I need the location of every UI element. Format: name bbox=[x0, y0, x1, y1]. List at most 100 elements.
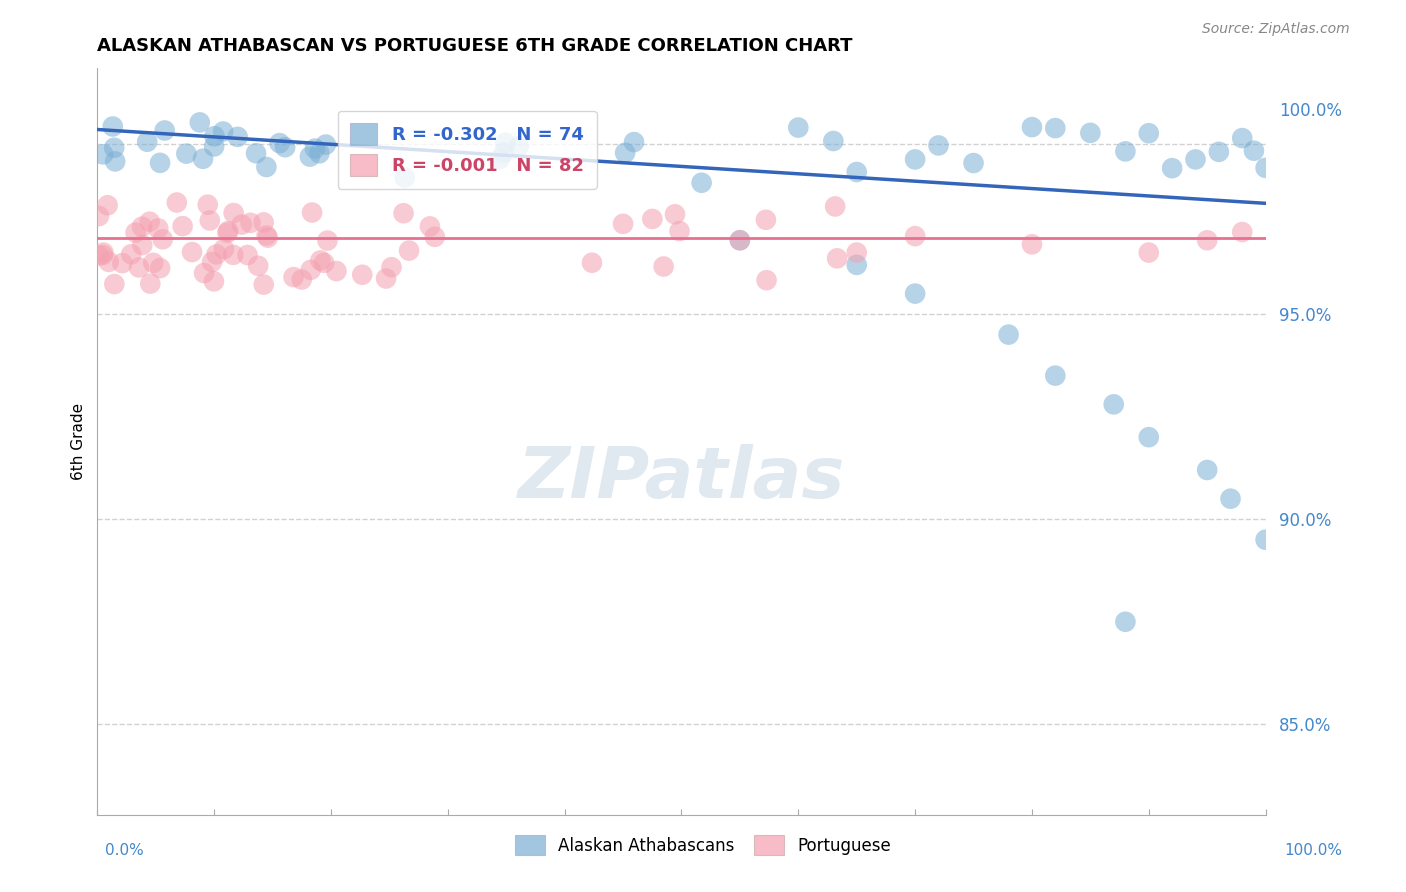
Point bbox=[226, 129, 249, 144]
Point bbox=[104, 154, 127, 169]
Point bbox=[314, 256, 336, 270]
Point bbox=[1232, 225, 1254, 239]
Point bbox=[845, 165, 868, 179]
Point bbox=[375, 271, 398, 285]
Point bbox=[755, 273, 778, 287]
Y-axis label: 6th Grade: 6th Grade bbox=[72, 402, 86, 480]
Point bbox=[641, 211, 664, 226]
Point bbox=[301, 205, 323, 219]
Text: Source: ZipAtlas.com: Source: ZipAtlas.com bbox=[1202, 22, 1350, 37]
Point bbox=[1254, 161, 1277, 175]
Point bbox=[1114, 145, 1136, 159]
Point bbox=[97, 198, 120, 212]
Point bbox=[131, 238, 153, 252]
Point bbox=[668, 224, 690, 238]
Point bbox=[139, 277, 162, 291]
Text: 100.0%: 100.0% bbox=[1285, 843, 1343, 858]
Point bbox=[253, 215, 276, 229]
Point bbox=[380, 260, 402, 275]
Point bbox=[392, 206, 415, 220]
Point bbox=[309, 253, 332, 268]
Point bbox=[176, 146, 198, 161]
Point bbox=[652, 260, 675, 274]
Point bbox=[612, 217, 634, 231]
Point bbox=[1137, 245, 1160, 260]
Point bbox=[315, 137, 337, 152]
Point bbox=[247, 259, 270, 273]
Point bbox=[205, 247, 228, 261]
Point bbox=[825, 252, 848, 266]
Point bbox=[197, 197, 219, 211]
Point bbox=[1197, 233, 1219, 247]
Point bbox=[256, 230, 278, 244]
Point bbox=[172, 219, 194, 234]
Point bbox=[136, 135, 159, 149]
Point bbox=[149, 261, 172, 276]
Point bbox=[191, 152, 214, 166]
Point bbox=[423, 230, 446, 244]
Point bbox=[508, 139, 530, 153]
Point bbox=[222, 206, 245, 220]
Text: ZIPatlas: ZIPatlas bbox=[517, 444, 845, 513]
Point bbox=[93, 245, 115, 260]
Point bbox=[201, 255, 224, 269]
Point bbox=[728, 233, 751, 247]
Point bbox=[256, 228, 278, 243]
Point bbox=[91, 248, 114, 262]
Point bbox=[153, 123, 176, 137]
Point bbox=[198, 213, 221, 227]
Point bbox=[398, 244, 420, 258]
Point bbox=[824, 199, 846, 213]
Point bbox=[1161, 161, 1184, 176]
Point bbox=[394, 170, 416, 185]
Point bbox=[231, 218, 253, 232]
Point bbox=[304, 142, 326, 156]
Point bbox=[997, 327, 1019, 342]
Point bbox=[254, 160, 277, 174]
Point bbox=[1045, 368, 1067, 383]
Point bbox=[274, 140, 297, 154]
Point bbox=[489, 152, 512, 166]
Point bbox=[87, 248, 110, 262]
Point bbox=[1137, 126, 1160, 140]
Point bbox=[283, 270, 305, 285]
Point bbox=[111, 256, 134, 270]
Point bbox=[308, 146, 330, 161]
Point bbox=[245, 146, 267, 161]
Point bbox=[299, 263, 322, 277]
Point bbox=[217, 226, 239, 240]
Point bbox=[148, 221, 170, 235]
Point bbox=[1208, 145, 1230, 159]
Point bbox=[690, 176, 713, 190]
Point bbox=[823, 134, 845, 148]
Point bbox=[1114, 615, 1136, 629]
Point bbox=[352, 268, 374, 282]
Point bbox=[124, 226, 146, 240]
Point bbox=[614, 145, 637, 160]
Point bbox=[904, 153, 927, 167]
Point bbox=[904, 229, 927, 244]
Point bbox=[298, 150, 321, 164]
Point bbox=[291, 272, 314, 286]
Point bbox=[101, 120, 124, 134]
Point bbox=[1137, 430, 1160, 444]
Point bbox=[1219, 491, 1241, 506]
Point bbox=[581, 256, 603, 270]
Point bbox=[239, 216, 262, 230]
Point bbox=[131, 219, 153, 234]
Point bbox=[962, 156, 984, 170]
Point bbox=[236, 248, 259, 262]
Point bbox=[166, 195, 188, 210]
Point bbox=[755, 212, 778, 227]
Point bbox=[845, 258, 868, 272]
Point bbox=[91, 147, 114, 161]
Point bbox=[1232, 131, 1254, 145]
Point bbox=[1243, 144, 1265, 158]
Point bbox=[181, 245, 204, 260]
Point bbox=[103, 141, 125, 155]
Point bbox=[904, 286, 927, 301]
Point bbox=[492, 145, 515, 160]
Point bbox=[138, 215, 160, 229]
Point bbox=[253, 277, 276, 292]
Point bbox=[222, 248, 245, 262]
